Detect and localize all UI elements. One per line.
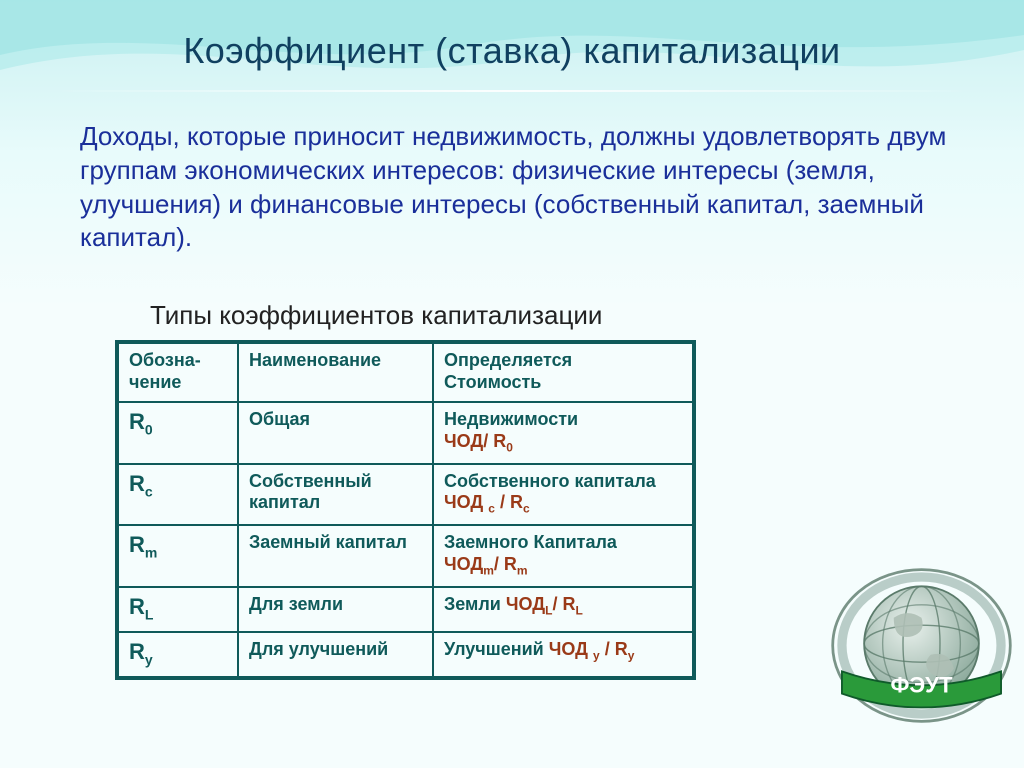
name-cell: Заемный капитал	[238, 525, 433, 587]
logo-label: ФЭУТ	[890, 673, 953, 698]
determines-cell: Заемного КапиталаЧОДm/ Rm	[433, 525, 693, 587]
symbol-cell: Rс	[118, 464, 238, 526]
symbol-cell: Rу	[118, 632, 238, 677]
table-header-row: Обозна-чение Наименование ОпределяетсяСт…	[118, 343, 693, 402]
symbol-cell: Rm	[118, 525, 238, 587]
table-header-determines: ОпределяетсяСтоимость	[433, 343, 693, 402]
table-row: RLДля землиЗемли ЧОДL/ RL	[118, 587, 693, 632]
symbol-cell: RL	[118, 587, 238, 632]
table-row: RmЗаемный капиталЗаемного КапиталаЧОДm/ …	[118, 525, 693, 587]
determines-cell: Собственного капиталаЧОД с / Rс	[433, 464, 693, 526]
table-row: RуДля улучшенийУлучшений ЧОД у / Rу	[118, 632, 693, 677]
coefficients-table: Обозна-чение Наименование ОпределяетсяСт…	[115, 340, 696, 680]
determines-cell: Земли ЧОДL/ RL	[433, 587, 693, 632]
slide-title: Коэффициент (ставка) капитализации	[0, 30, 1024, 72]
table-header-name: Наименование	[238, 343, 433, 402]
symbol-cell: R0	[118, 402, 238, 464]
determines-cell: НедвижимостиЧОД/ R0	[433, 402, 693, 464]
name-cell: Общая	[238, 402, 433, 464]
title-divider	[40, 90, 984, 92]
name-cell: Собственный капитал	[238, 464, 433, 526]
name-cell: Для улучшений	[238, 632, 433, 677]
table-header-symbol: Обозна-чение	[118, 343, 238, 402]
description-paragraph: Доходы, которые приносит недвижимость, д…	[80, 120, 950, 255]
name-cell: Для земли	[238, 587, 433, 632]
table-subheading: Типы коэффициентов капитализации	[150, 300, 602, 331]
determines-cell: Улучшений ЧОД у / Rу	[433, 632, 693, 677]
table-row: R0ОбщаяНедвижимостиЧОД/ R0	[118, 402, 693, 464]
table-row: RсСобственный капиталСобственного капита…	[118, 464, 693, 526]
feut-logo: ФЭУТ	[829, 553, 1014, 738]
